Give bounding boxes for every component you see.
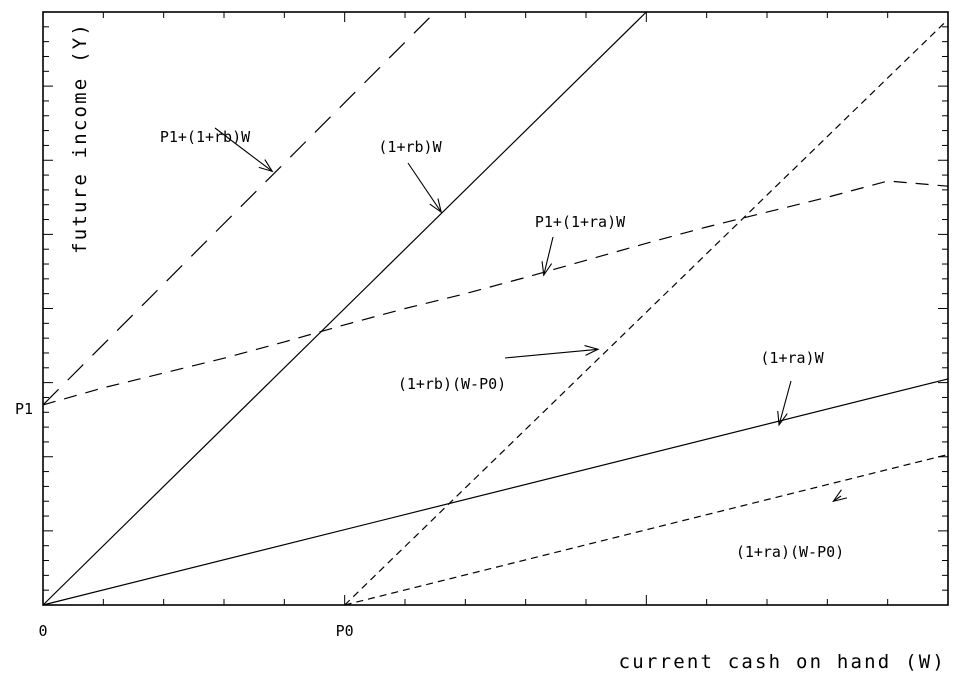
annotations-group: P1+(1+rb)W (1+rb)W P1+(1+ra)W (1+rb)(W-P0) (… xyxy=(160,127,848,561)
series-group xyxy=(42,11,949,606)
series-line-1 xyxy=(42,11,647,606)
x-axis-label: current cash on hand (W) xyxy=(619,651,946,673)
series-line-2 xyxy=(42,378,949,606)
annotation-label: P1+(1+ra)W xyxy=(535,213,626,231)
series-line-5 xyxy=(344,18,949,606)
x-tick-label: P0 xyxy=(336,622,354,640)
annotation-arrow xyxy=(214,127,273,172)
series-line-4 xyxy=(42,180,949,406)
tick-labels: 0 P0 P1 xyxy=(15,400,354,640)
annotation-arrow xyxy=(504,348,599,359)
plot-frame xyxy=(42,11,949,606)
annotation-arrow xyxy=(778,380,792,426)
series-line-6 xyxy=(344,453,949,606)
annotation-arrowhead xyxy=(777,410,788,427)
annotation-arrow xyxy=(543,236,554,276)
annotation-arrowhead xyxy=(584,345,600,356)
annotation-arrow xyxy=(407,162,442,213)
annotation-label: (1+ra)(W-P0) xyxy=(736,543,844,561)
y-tick-label: P1 xyxy=(15,400,33,418)
series-line-3 xyxy=(42,11,436,406)
annotation-label: (1+rb)(W-P0) xyxy=(398,375,506,393)
annotation-label: P1+(1+rb)W xyxy=(160,128,251,146)
annotation-arrowhead xyxy=(429,198,443,214)
x-tick-label: 0 xyxy=(38,622,47,640)
annotation-arrowhead xyxy=(541,261,553,277)
y-axis-label: future income (Y) xyxy=(69,22,91,254)
axis-ticks xyxy=(42,11,949,606)
annotation-label: (1+ra)W xyxy=(760,349,824,367)
annotation-arrowhead xyxy=(832,489,848,503)
annotation-label: (1+rb)W xyxy=(378,138,442,156)
annotation-arrowhead xyxy=(258,159,274,173)
